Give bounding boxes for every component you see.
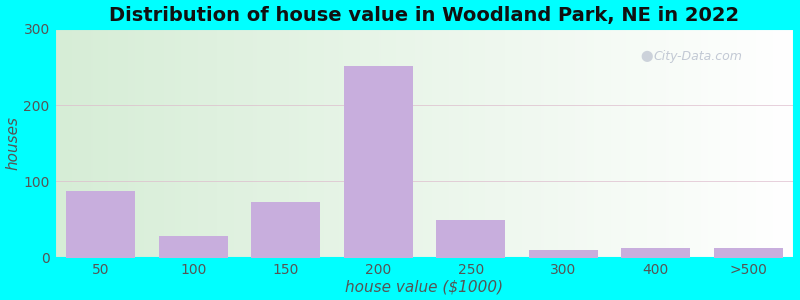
Bar <box>436 220 506 258</box>
Y-axis label: houses: houses <box>6 116 21 170</box>
Bar <box>343 65 413 258</box>
Bar <box>621 248 690 258</box>
Text: City-Data.com: City-Data.com <box>654 50 742 63</box>
X-axis label: house value ($1000): house value ($1000) <box>346 279 503 294</box>
Bar <box>529 250 598 258</box>
Bar <box>158 236 228 258</box>
Text: ⬤: ⬤ <box>640 51 653 62</box>
Bar <box>714 248 783 258</box>
Bar <box>251 202 321 258</box>
Bar <box>66 191 135 258</box>
Title: Distribution of house value in Woodland Park, NE in 2022: Distribution of house value in Woodland … <box>110 6 739 25</box>
